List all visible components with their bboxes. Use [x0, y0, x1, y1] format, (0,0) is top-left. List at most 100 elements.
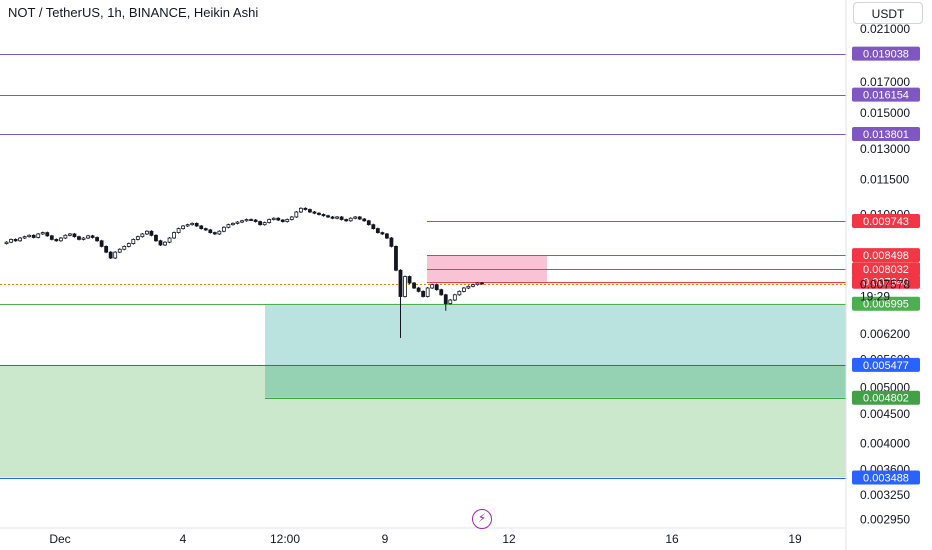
candle-body — [371, 224, 376, 229]
candle-body — [185, 224, 190, 227]
y-tick-label: 0.015000 — [860, 106, 910, 120]
candles-layer — [4, 207, 484, 338]
candle-body — [471, 284, 475, 287]
candle-body — [271, 217, 276, 220]
candle-body — [412, 282, 416, 289]
candle-body — [36, 233, 41, 238]
candle-body — [13, 239, 18, 242]
x-tick-label: 4 — [180, 532, 187, 546]
candle-body — [163, 241, 167, 246]
candle-body — [122, 245, 127, 250]
candle-body — [308, 209, 312, 213]
candle-body — [375, 228, 380, 233]
candle-body — [208, 229, 213, 233]
candle-body — [176, 228, 181, 233]
candle-body — [366, 220, 371, 226]
candle-body — [303, 207, 308, 210]
candle-body — [231, 222, 235, 226]
price-tag-2 — [852, 127, 920, 142]
price-tag-label: 0.008498 — [863, 250, 909, 262]
candle-body — [68, 233, 72, 236]
candle-body — [95, 237, 99, 242]
candle-body — [72, 233, 77, 238]
x-tick-label: 16 — [665, 532, 679, 546]
x-tick-label: Dec — [49, 532, 70, 546]
candle-body — [199, 225, 204, 229]
candle-body — [27, 234, 32, 238]
candle-body — [348, 217, 353, 222]
y-tick-label: 0.006200 — [860, 327, 910, 341]
x-axis-ticks[interactable]: Dec 4 12:00 9 12 16 19 — [49, 532, 802, 546]
candle-body — [385, 233, 389, 239]
candle-body — [443, 294, 448, 304]
candle-body — [45, 232, 50, 237]
candle-body — [380, 232, 385, 235]
candle-body — [439, 289, 444, 296]
candle-body — [434, 284, 439, 291]
candle-body — [280, 219, 285, 222]
candle-body — [172, 232, 176, 239]
candle-body — [398, 269, 403, 297]
price-tag-label: 0.005477 — [863, 360, 909, 372]
candle-body — [452, 294, 457, 301]
candle-body — [330, 216, 335, 219]
candle-body — [54, 239, 59, 242]
candle-body — [357, 216, 362, 220]
candle-body — [335, 216, 339, 219]
candle-body — [353, 216, 358, 219]
candle-body — [389, 237, 394, 247]
candle-body — [240, 220, 244, 223]
candle-body — [104, 245, 109, 253]
candle-body — [276, 217, 281, 221]
y-tick-label: 0.004500 — [860, 407, 910, 421]
countdown-label: 19:29 — [860, 290, 890, 304]
price-tag-7 — [852, 296, 920, 311]
candle-body — [113, 251, 118, 259]
lightning-icon[interactable]: ⚡ — [472, 509, 492, 529]
candle-body — [421, 290, 426, 297]
y-tick-label: 0.003250 — [860, 488, 910, 502]
currency-button[interactable]: USDT — [853, 2, 923, 24]
price-tag-label: 0.007640 — [863, 277, 909, 289]
candle-body — [425, 287, 430, 297]
candle-body — [90, 235, 95, 238]
candle-body — [267, 219, 272, 223]
price-tag-8 — [852, 357, 920, 372]
candle-body — [262, 222, 267, 226]
candle-body — [154, 234, 158, 242]
zones-layer — [0, 255, 846, 478]
candle-body — [362, 218, 367, 222]
x-tick-label: 19 — [788, 532, 802, 546]
price-tag-10 — [852, 470, 920, 485]
candle-body — [81, 237, 86, 240]
levels-layer — [0, 54, 846, 479]
candle-body — [77, 236, 81, 240]
candle-body — [190, 222, 195, 226]
candle-body — [86, 235, 90, 239]
candle-body — [253, 219, 258, 222]
price-tag-label: 0.003488 — [863, 473, 909, 485]
price-tags-layer: 0.019038 0.016154 0.013801 0.009743 0.008498… — [852, 46, 920, 485]
candle-body — [31, 234, 36, 238]
candle-body — [235, 221, 240, 224]
candle-body — [194, 222, 199, 227]
candle-body — [416, 287, 421, 292]
candle-body — [135, 236, 140, 240]
candle-body — [9, 239, 13, 243]
candle-body — [457, 290, 462, 296]
candle-body — [140, 233, 145, 238]
candle-body — [117, 248, 122, 253]
current-price-label: 0.007578 — [860, 278, 910, 292]
candle-body — [312, 211, 317, 214]
candle-body — [475, 282, 480, 286]
x-tick-label: 12:00 — [270, 532, 300, 546]
candle-body — [18, 237, 23, 242]
candle-body — [63, 234, 68, 239]
overlap-zone — [265, 364, 846, 398]
candle-body — [403, 276, 407, 297]
y-tick-label: 0.013000 — [860, 142, 910, 156]
candle-body — [480, 282, 484, 285]
candle-body — [298, 207, 303, 213]
candle-body — [294, 211, 299, 218]
